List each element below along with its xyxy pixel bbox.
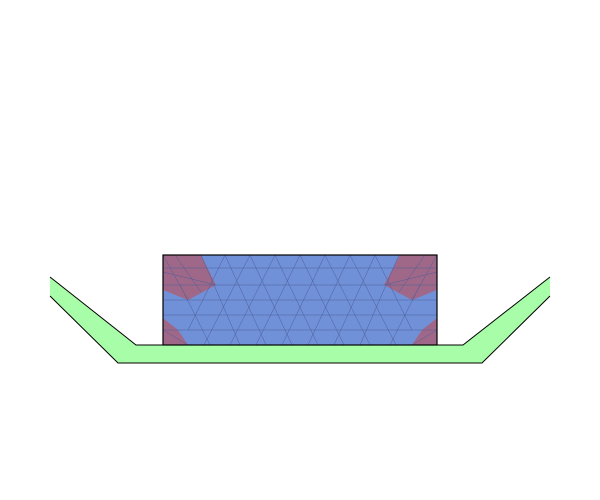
mesh-lines xyxy=(162,254,438,346)
ground-outline-bottom xyxy=(49,295,551,364)
contact-zone-bottom-right xyxy=(412,318,437,345)
deformable-block xyxy=(162,254,438,346)
block-outline xyxy=(162,254,438,346)
contact-zone-top-right xyxy=(384,255,437,300)
contact-zone-bottom-left xyxy=(163,318,188,345)
ground-channel xyxy=(50,277,550,363)
contact-zone-top-left xyxy=(163,255,216,300)
